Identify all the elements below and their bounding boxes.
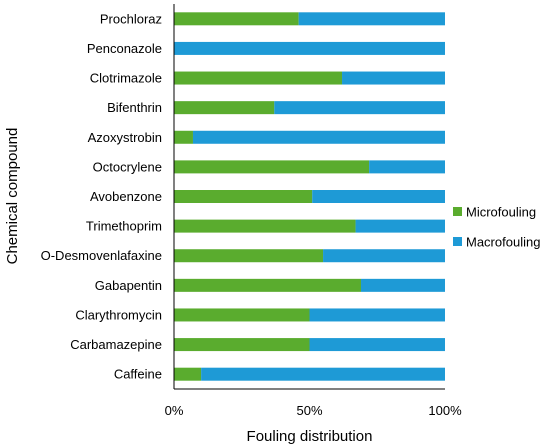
category-label: Azoxystrobin [88,130,162,145]
bar-microfouling-6 [174,190,313,203]
category-label: Clarythromycin [75,307,162,322]
category-label: O-Desmovenlafaxine [41,248,162,263]
bar-macrofouling-0 [298,12,445,26]
bar-macrofouling-12 [201,367,445,381]
category-label: Clotrimazole [90,71,162,86]
bars-group [174,12,445,381]
bar-microfouling-5 [174,160,370,174]
category-label: Penconazole [87,41,162,56]
category-label: Caffeine [114,367,162,382]
legend-label-microfouling: Microfouling [466,205,536,220]
bar-microfouling-2 [174,71,343,85]
bar-microfouling-9 [174,278,361,292]
category-label: Octocrylene [93,159,162,174]
category-label: Gabapentin [95,278,162,293]
legend-swatch-macrofouling [453,237,462,246]
x-tick-label: 100% [428,403,462,418]
y-axis-title: Chemical compound [4,128,21,265]
bar-macrofouling-4 [192,130,445,144]
legend-swatch-microfouling [453,207,462,216]
bar-macrofouling-1 [174,41,445,55]
bar-macrofouling-8 [323,249,445,263]
bar-macrofouling-6 [312,190,445,203]
bar-macrofouling-11 [309,338,445,352]
bar-microfouling-8 [174,249,324,263]
category-label: Trimethoprim [86,219,162,234]
category-label: Avobenzone [90,189,162,204]
category-labels: Prochloraz Penconazole Clotrimazole Bifenth… [41,11,162,381]
legend-label-macrofouling: Macrofouling [466,235,540,250]
category-label: Carbamazepine [70,337,162,352]
bar-microfouling-10 [174,308,310,322]
bar-microfouling-3 [174,101,275,115]
bar-macrofouling-10 [309,308,445,322]
bar-macrofouling-2 [342,71,445,85]
bar-macrofouling-5 [369,160,445,174]
bar-microfouling-11 [174,338,310,352]
x-tick-label: 50% [296,403,322,418]
legend: Microfouling Macrofouling [453,205,540,250]
x-tick-label: 0% [165,403,184,418]
bar-microfouling-12 [174,367,202,381]
bar-macrofouling-7 [355,219,445,233]
bar-microfouling-4 [174,130,193,144]
x-tick-labels: 0% 50% 100% [165,403,462,418]
bar-microfouling-7 [174,219,356,233]
category-label: Bifenthrin [107,100,162,115]
bar-macrofouling-3 [274,101,445,115]
bar-microfouling-0 [174,12,299,26]
category-label: Prochloraz [100,11,162,26]
x-axis-title: Fouling distribution [247,428,373,445]
bar-macrofouling-9 [360,278,445,292]
